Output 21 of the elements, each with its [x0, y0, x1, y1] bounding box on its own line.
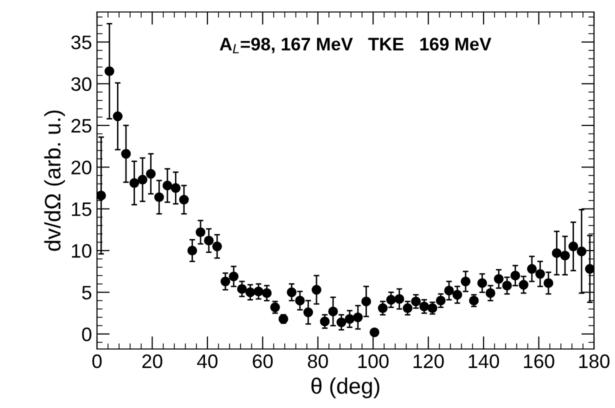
- y-tick-label: 15: [72, 202, 92, 216]
- y-tick-label: 20: [71, 160, 92, 174]
- x-tick-label: 100: [358, 354, 389, 368]
- x-axis-title: θ (deg): [311, 378, 380, 398]
- x-tick-label: 120: [414, 354, 444, 368]
- x-tick-label: 80: [308, 354, 328, 368]
- y-tick-label: 35: [71, 36, 92, 50]
- y-axis-title: dv/dΩ (arb. u.): [44, 110, 65, 251]
- y-tick-label: 30: [71, 77, 92, 91]
- x-tick-label: 140: [468, 354, 500, 368]
- x-tick-label: 60: [252, 354, 273, 368]
- x-tick-label: 180: [579, 354, 610, 368]
- y-tick-label: 10: [72, 244, 92, 258]
- y-tick-label: 0: [82, 327, 92, 342]
- x-tick-label: 20: [142, 354, 162, 368]
- annotation: A$_{L}$=98, 167 MeV TKE 169 MeV: [220, 38, 492, 54]
- y-tick-label: 5: [82, 286, 92, 300]
- x-tick-label: 0: [92, 354, 102, 368]
- x-tick-label: 40: [197, 354, 218, 368]
- x-tick-label: 160: [524, 354, 554, 368]
- y-tick-label: 25: [71, 118, 92, 133]
